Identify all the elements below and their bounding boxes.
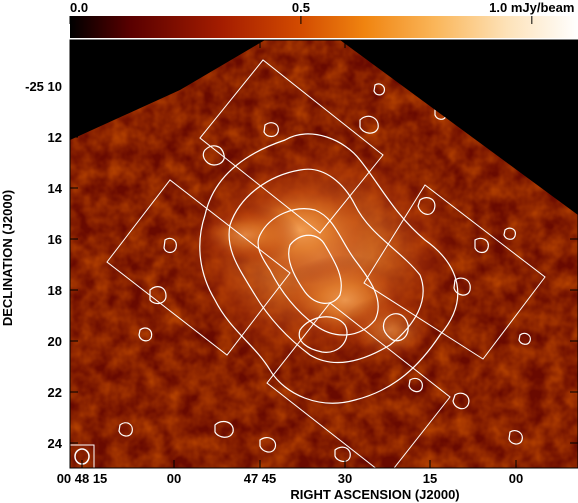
pointing-south (266, 302, 451, 468)
colorbar-tick-label: 1.0 mJy/beam (489, 0, 574, 15)
image-plane (70, 40, 578, 468)
y-tick-label: 16 (48, 232, 62, 247)
x-axis-title: RIGHT ASCENSION (J2000) (290, 487, 459, 502)
x-tick-label: 00 (167, 471, 181, 486)
y-tick-label: 24 (48, 436, 63, 451)
y-tick-label: -25 10 (25, 79, 62, 94)
x-tick-label: 00 48 15 (57, 471, 108, 486)
y-tick-label: 14 (48, 181, 63, 196)
contours (118, 83, 531, 462)
pointing-east (363, 184, 546, 360)
x-axis: 00 48 15 00 47 45 30 15 00 (57, 40, 523, 486)
pointing-north (199, 59, 384, 234)
colorbar-tick-label: 0.0 (70, 0, 88, 15)
y-tick-label: 22 (48, 385, 62, 400)
mosaic-pointings (106, 59, 546, 468)
colorbar-gradient (70, 16, 578, 38)
x-tick-label: 00 (509, 471, 523, 486)
x-tick-label: 47 45 (244, 471, 277, 486)
pointing-west (106, 179, 291, 356)
y-tick-label: 12 (48, 130, 62, 145)
colorbar-tick-label: 0.5 (292, 0, 310, 15)
y-axis: -25 10 12 14 16 18 20 22 24 (25, 79, 578, 451)
plot-frame (69, 39, 578, 469)
y-tick-label: 18 (48, 283, 62, 298)
y-axis-title: DECLINATION (J2000) (0, 190, 15, 326)
x-tick-label: 15 (423, 471, 437, 486)
x-tick-label: 30 (338, 471, 352, 486)
colorbar: 0.0 0.5 1.0 mJy/beam (69, 0, 578, 38)
y-tick-label: 20 (48, 334, 62, 349)
